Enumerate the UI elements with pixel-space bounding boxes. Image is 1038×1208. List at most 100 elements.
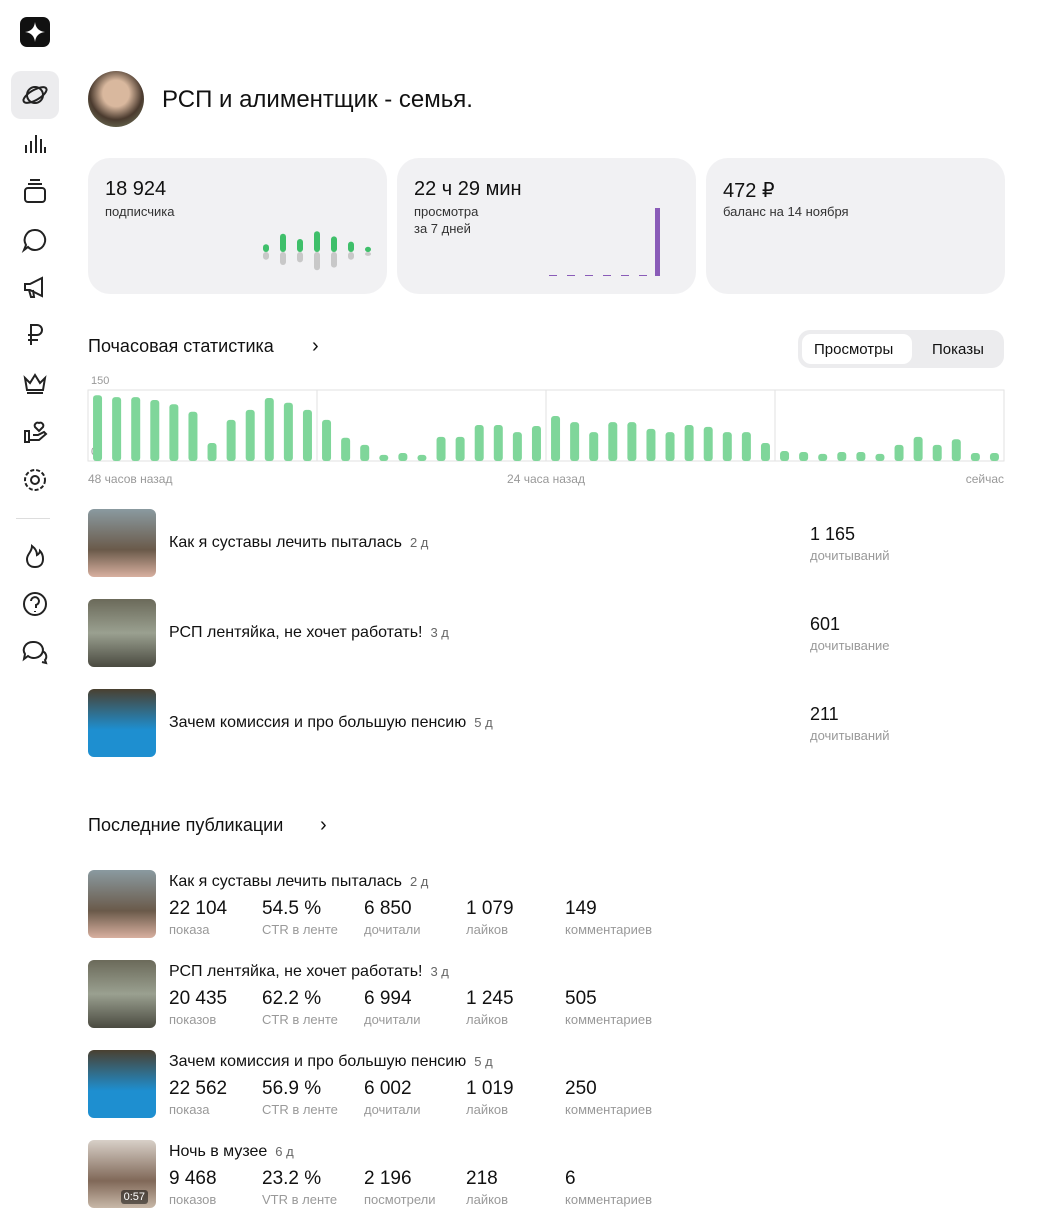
- mini-bar: [549, 275, 557, 276]
- divider: [16, 518, 50, 519]
- mini-bar-up: [365, 246, 371, 252]
- stat-value: 20 435: [169, 988, 228, 1009]
- bar: [684, 425, 694, 461]
- publication-title: Ночь в музее 6 д: [169, 1143, 294, 1160]
- stat-card: 22 ч 29 мин просмотра за 7 дней: [397, 158, 696, 294]
- nav-premium[interactable]: [20, 368, 50, 398]
- mini-bar-up: [280, 233, 286, 252]
- tab-bg: [802, 334, 912, 364]
- nav-comments[interactable]: [20, 225, 50, 255]
- mini-bar-down: [348, 252, 354, 260]
- article-value: 211: [810, 704, 839, 724]
- bar: [970, 452, 980, 461]
- bar: [188, 411, 198, 461]
- active-nav-bg: [11, 71, 59, 119]
- bar: [417, 454, 427, 461]
- stat-label: CTR в ленте: [262, 922, 338, 937]
- tabs: Просмотры Показы: [798, 330, 1004, 368]
- stat-value: 54.5 %: [262, 898, 322, 919]
- y-tick-label: 150: [91, 375, 109, 387]
- channel-title: РСП и алиментщик - семья.: [162, 86, 473, 113]
- card-value: 472 ₽: [723, 180, 775, 202]
- publication-age: 2 д: [409, 874, 429, 889]
- mini-bar: [567, 275, 575, 276]
- bar: [455, 436, 465, 461]
- bar: [989, 452, 999, 461]
- avatar: [88, 71, 144, 127]
- stat-value: 6: [565, 1168, 576, 1189]
- article-thumb: [88, 509, 156, 577]
- nav-stats[interactable]: [20, 129, 50, 159]
- bar: [341, 437, 351, 461]
- article-age: 2 д: [409, 535, 429, 550]
- bar: [627, 422, 637, 461]
- bar: [589, 432, 599, 461]
- stat-label: дочитали: [364, 1012, 421, 1027]
- nav-promo[interactable]: [20, 272, 50, 302]
- bar: [951, 439, 961, 461]
- stat-label: дочитали: [364, 1102, 421, 1117]
- stat-value: 6 002: [364, 1078, 412, 1099]
- bar: [837, 452, 847, 461]
- stat-value: 6 850: [364, 898, 412, 919]
- bar: [283, 402, 293, 461]
- mini-bar-up: [263, 244, 269, 252]
- nav-home[interactable]: [20, 80, 50, 110]
- article-thumb: [88, 689, 156, 757]
- bar: [856, 452, 866, 461]
- stat-label: лайков: [466, 1102, 509, 1117]
- bar: [570, 422, 580, 461]
- bar: [875, 453, 885, 461]
- bar: [131, 397, 141, 461]
- card-label: подписчика: [105, 204, 175, 219]
- card-label: просмотра: [414, 204, 479, 219]
- y-tick-label: 0: [91, 446, 97, 458]
- mini-bar-down: [365, 252, 371, 256]
- card-sublabel: за 7 дней: [414, 221, 471, 236]
- mini-bar: [621, 275, 629, 276]
- bar: [818, 453, 828, 461]
- chart-frame: [87, 389, 1005, 462]
- stat-value: 149: [565, 898, 597, 919]
- bar: [245, 409, 255, 461]
- logo[interactable]: [20, 17, 50, 47]
- bar: [93, 395, 103, 461]
- stat-label: комментариев: [565, 1102, 653, 1117]
- card-label: баланс на 14 ноября: [723, 204, 849, 219]
- nav-posts[interactable]: [20, 177, 50, 207]
- nav-support[interactable]: [20, 417, 50, 447]
- publication-age: 6 д: [275, 1144, 294, 1159]
- tab: Просмотры: [814, 341, 894, 358]
- bar: [150, 399, 160, 461]
- mini-bar: [603, 275, 611, 276]
- mini-chart: [706, 158, 1005, 294]
- bar: [322, 419, 332, 461]
- nav-money[interactable]: [20, 320, 50, 350]
- nav-trends[interactable]: [20, 541, 50, 571]
- bar: [780, 451, 790, 461]
- mini-bar-up: [314, 231, 320, 252]
- stat-label: показа: [169, 922, 210, 937]
- nav-help[interactable]: [20, 589, 50, 619]
- article-title: РСП лентяйка, не хочет работать! 3 д: [169, 624, 449, 641]
- nav-settings[interactable]: [20, 465, 50, 495]
- bar: [436, 436, 446, 461]
- card-value: 18 924: [105, 178, 167, 200]
- tab: Показы: [932, 341, 984, 358]
- bar: [894, 444, 904, 461]
- stat-value: 1 245: [466, 988, 514, 1009]
- nav-chat[interactable]: [20, 637, 50, 667]
- article-value-label: дочитываний: [810, 728, 890, 743]
- stat-card: 472 ₽ баланс на 14 ноября: [706, 158, 1005, 294]
- article-value-label: дочитывание: [810, 638, 890, 653]
- publication-age: 3 д: [430, 964, 449, 979]
- stat-label: лайков: [466, 922, 509, 937]
- publication-thumb: [88, 870, 156, 938]
- article-value: 1 165: [810, 524, 856, 544]
- stat-value: 218: [466, 1168, 498, 1189]
- bar: [379, 454, 389, 461]
- publication-thumb: [88, 1050, 156, 1118]
- bar: [169, 404, 179, 461]
- stat-value: 6 994: [364, 988, 412, 1009]
